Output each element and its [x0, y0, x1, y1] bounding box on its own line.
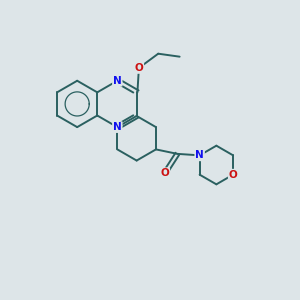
Text: N: N: [113, 76, 122, 86]
Text: O: O: [229, 170, 238, 180]
Text: N: N: [195, 150, 204, 161]
Text: N: N: [113, 122, 122, 132]
Text: O: O: [160, 168, 169, 178]
Text: O: O: [134, 63, 143, 73]
